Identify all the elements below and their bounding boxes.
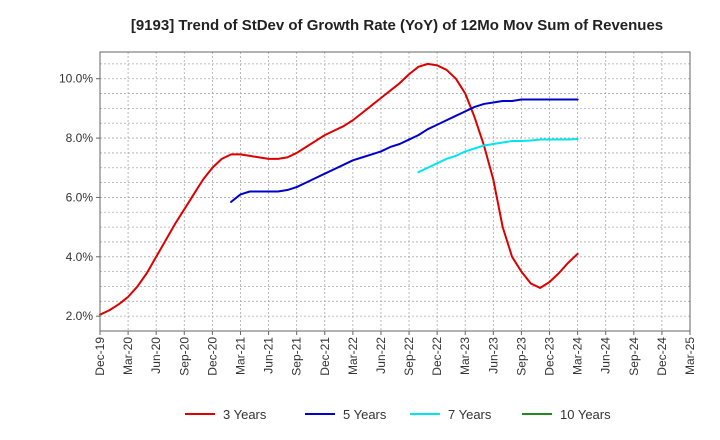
x-tick-label: Mar-25 (683, 337, 697, 375)
y-tick-label: 10.0% (59, 72, 93, 86)
x-tick-label: Sep-24 (627, 337, 641, 376)
x-tick-label: Dec-21 (318, 337, 332, 376)
x-tick-label: Sep-23 (514, 337, 528, 376)
y-tick-label: 4.0% (66, 250, 94, 264)
series-line-7-years (417, 137, 579, 174)
y-tick-label: 2.0% (66, 309, 94, 323)
x-tick-label: Dec-24 (655, 337, 669, 376)
x-tick-label: Dec-22 (430, 337, 444, 376)
x-tick-label: Jun-21 (262, 337, 276, 374)
series-line-5-years (230, 98, 579, 203)
x-tick-label: Sep-20 (177, 337, 191, 376)
x-tick-label: Dec-23 (543, 337, 557, 376)
x-tick-label: Dec-19 (93, 337, 107, 376)
series-line-3-years (99, 62, 579, 316)
legend-label-10-years: 10 Years (560, 407, 611, 422)
series-lines (99, 62, 579, 316)
y-tick-label: 6.0% (66, 190, 94, 204)
plot-border (99, 51, 691, 332)
x-tick-label: Dec-20 (205, 337, 219, 376)
x-tick-label: Jun-24 (599, 337, 613, 374)
x-tick-label: Sep-21 (290, 337, 304, 376)
x-tick-label: Jun-22 (374, 337, 388, 374)
legend-label-5-years: 5 Years (343, 407, 387, 422)
y-tick-label: 8.0% (66, 131, 94, 145)
legend-label-7-years: 7 Years (448, 407, 492, 422)
x-tick-label: Mar-23 (458, 337, 472, 375)
x-tick-label: Mar-20 (121, 337, 135, 375)
x-tick-label: Mar-22 (346, 337, 360, 375)
legend: 3 Years 5 Years 7 Years 10 Years (185, 407, 611, 422)
x-axis: Dec-19 Mar-20 Jun-20 Sep-20 Dec-20 Mar-21 Jun-… (93, 331, 697, 376)
y-axis: 2.0% 4.0% 6.0% 8.0% 10.0% (59, 72, 100, 323)
x-tick-label: Jun-23 (486, 337, 500, 374)
x-tick-label: Mar-21 (233, 337, 247, 375)
x-tick-label: Jun-20 (149, 337, 163, 374)
x-tick-label: Sep-22 (402, 337, 416, 376)
legend-label-3-years: 3 Years (223, 407, 267, 422)
x-tick-label: Mar-24 (571, 337, 585, 375)
chart-title: [9193] Trend of StDev of Growth Rate (Yo… (131, 17, 663, 34)
